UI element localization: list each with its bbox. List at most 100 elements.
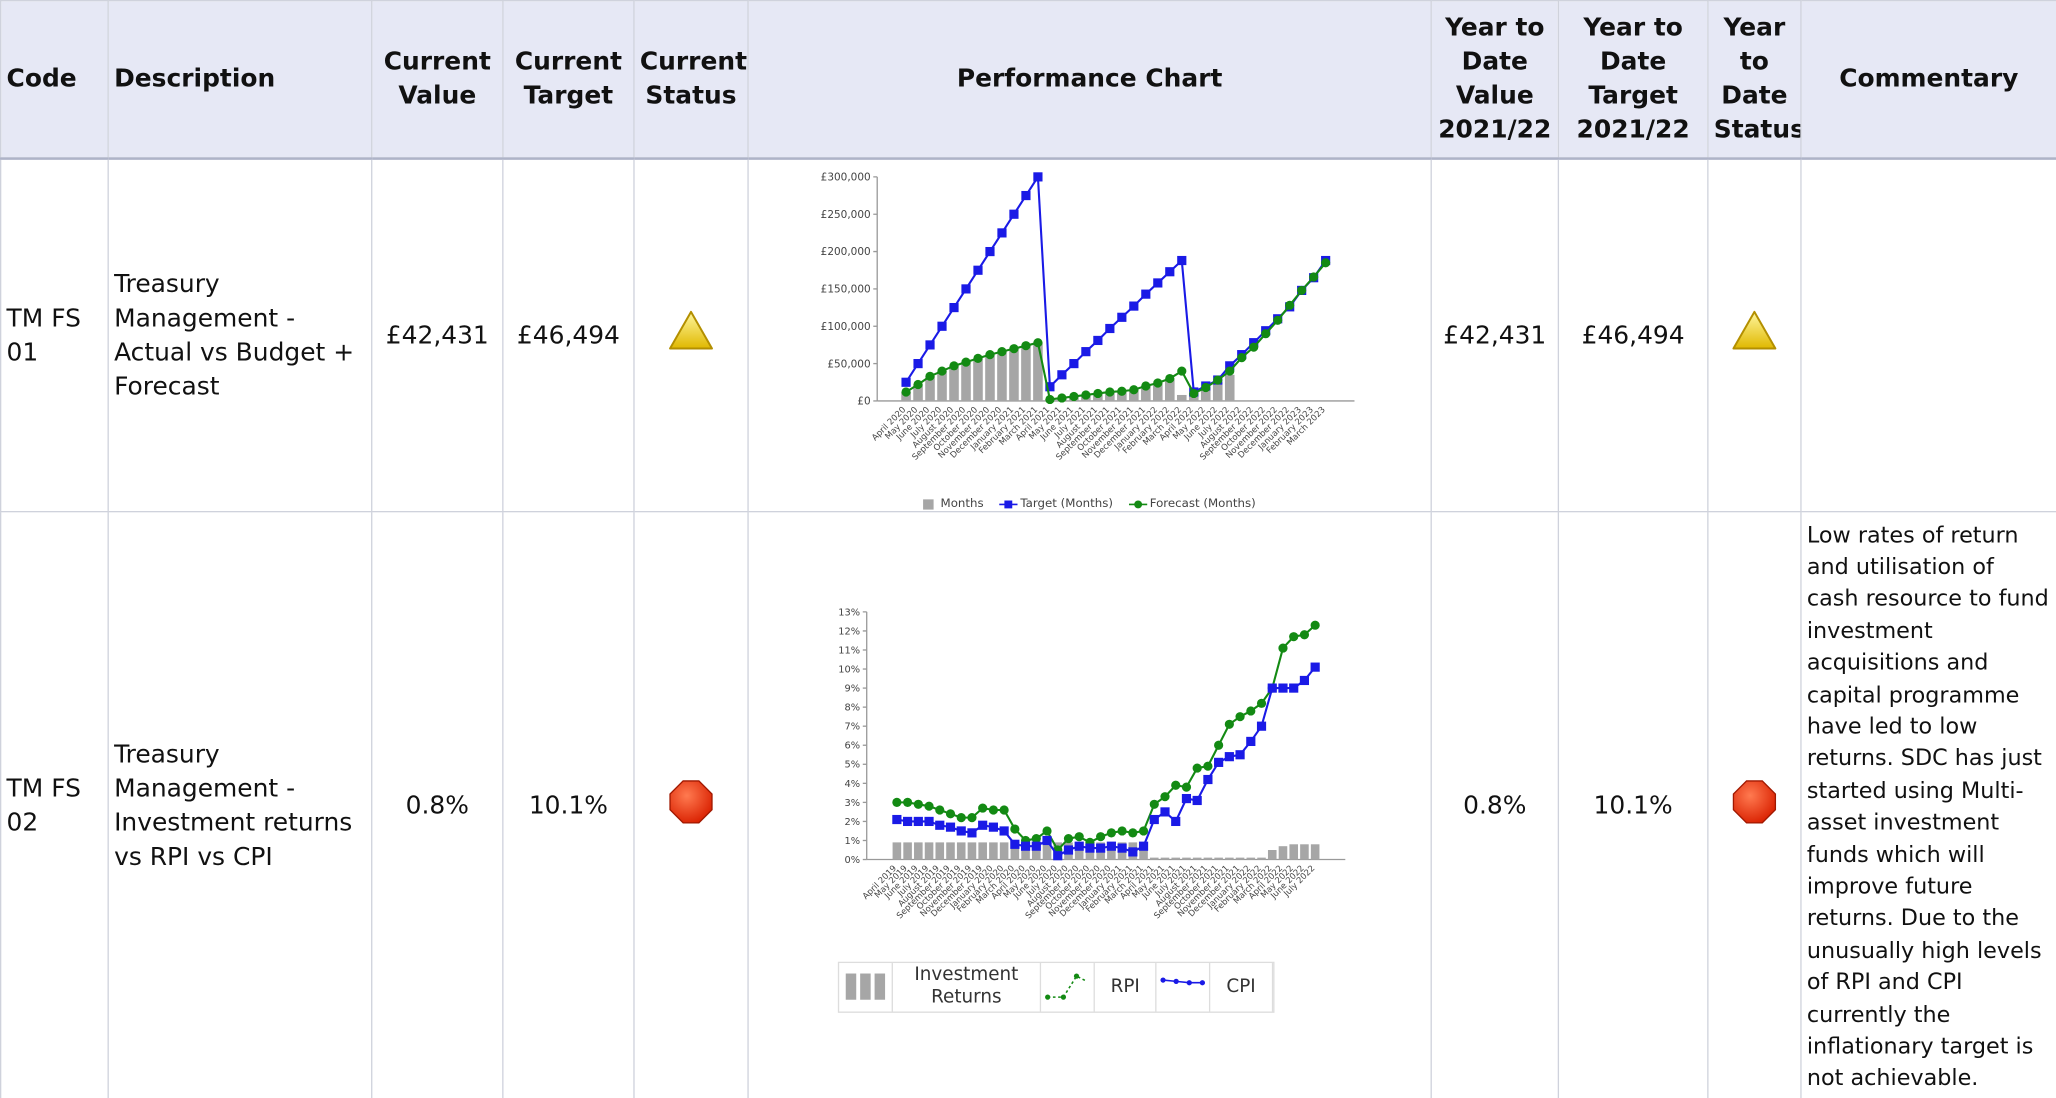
current-value: £42,431 bbox=[371, 157, 504, 512]
y-tick-label: 11% bbox=[838, 645, 860, 656]
header: Year to Date Status bbox=[1707, 0, 1802, 160]
bar bbox=[989, 841, 998, 859]
marker bbox=[1096, 842, 1106, 853]
marker bbox=[1031, 833, 1041, 843]
y-tick-label: 1% bbox=[845, 835, 861, 846]
marker bbox=[1249, 341, 1259, 352]
bar bbox=[1257, 856, 1266, 859]
bar bbox=[1300, 843, 1309, 859]
bar bbox=[1214, 856, 1223, 859]
chart-wrap: £0 £50,000 £100,000 £150,000 £200,000 £250,00… bbox=[749, 159, 1430, 511]
bar bbox=[892, 841, 902, 859]
marker bbox=[1105, 386, 1115, 396]
marker bbox=[1033, 337, 1043, 347]
marker bbox=[913, 816, 923, 826]
y-tick-label: 12% bbox=[838, 626, 860, 637]
bar bbox=[956, 841, 966, 859]
bar bbox=[1021, 841, 1030, 859]
y-tick-label: 3% bbox=[845, 797, 861, 808]
marker bbox=[978, 820, 988, 830]
marker bbox=[961, 283, 971, 293]
marker bbox=[1201, 382, 1211, 392]
row: TM FS 01 Treasury Management - Actual vs… bbox=[0, 157, 2056, 512]
header: Year to Date Target 2021/22 bbox=[1557, 0, 1709, 160]
marker bbox=[1021, 340, 1031, 350]
marker bbox=[1297, 285, 1307, 295]
marker bbox=[924, 800, 934, 811]
marker bbox=[967, 812, 977, 822]
bar bbox=[1160, 856, 1170, 859]
header: Commentary bbox=[1800, 0, 2056, 160]
warning-icon bbox=[1732, 310, 1777, 350]
y-tick-label: 2% bbox=[845, 816, 861, 827]
legend-label: Forecast (Months) bbox=[1149, 497, 1256, 511]
marker bbox=[1225, 360, 1235, 370]
y-tick-label: £300,000 bbox=[821, 171, 871, 183]
marker bbox=[913, 799, 923, 809]
marker bbox=[1106, 827, 1116, 837]
bar bbox=[1289, 843, 1298, 859]
bar bbox=[1107, 841, 1116, 859]
status-cell bbox=[1707, 510, 1802, 1098]
marker bbox=[925, 339, 935, 349]
marker bbox=[1256, 698, 1267, 708]
line bbox=[896, 623, 1316, 852]
marker bbox=[997, 227, 1007, 237]
bar bbox=[973, 357, 983, 401]
legend-icon bbox=[1041, 962, 1095, 1011]
y-tick-label: 7% bbox=[845, 721, 861, 732]
bar bbox=[1141, 385, 1151, 401]
marker bbox=[956, 812, 966, 822]
marker bbox=[1149, 814, 1159, 824]
y-tick-label: 6% bbox=[845, 740, 861, 751]
marker bbox=[1053, 850, 1063, 860]
swatch-bar bbox=[874, 973, 886, 1000]
marker bbox=[985, 349, 995, 359]
marker bbox=[1074, 831, 1084, 841]
marker bbox=[1117, 312, 1127, 322]
marker bbox=[1031, 840, 1041, 851]
marker bbox=[1117, 842, 1127, 853]
marker bbox=[1117, 385, 1127, 396]
legend-swatch bbox=[1045, 973, 1088, 1000]
legend-swatch bbox=[845, 973, 886, 1000]
marker bbox=[935, 804, 945, 814]
marker bbox=[1246, 705, 1256, 715]
bar bbox=[1165, 377, 1175, 401]
marker bbox=[1189, 388, 1199, 398]
marker bbox=[945, 821, 956, 832]
header: Current Status bbox=[633, 0, 749, 160]
legend-label: Target (Months) bbox=[1020, 497, 1114, 511]
chart: £0 £50,000 £100,000 £150,000 £200,000 £250,00… bbox=[821, 171, 1355, 462]
swatch-bar bbox=[860, 973, 871, 1000]
ytd-value: £42,431 bbox=[1430, 157, 1560, 512]
marker bbox=[1171, 779, 1181, 790]
y-tick-label: 8% bbox=[845, 702, 861, 713]
bar bbox=[1235, 856, 1245, 859]
line bbox=[896, 665, 1316, 857]
marker bbox=[1129, 300, 1139, 311]
marker bbox=[1165, 373, 1175, 383]
swatch-bar bbox=[845, 973, 857, 1000]
bar bbox=[1182, 856, 1191, 859]
header-row: Code Description Current Value Current T… bbox=[0, 0, 2056, 160]
bar bbox=[997, 350, 1007, 401]
ytd-target: £46,494 bbox=[1557, 157, 1709, 512]
bar bbox=[1117, 390, 1127, 401]
legend-item: Target (Months) bbox=[999, 487, 1118, 511]
status-cell bbox=[1707, 157, 1802, 512]
bar bbox=[925, 375, 935, 401]
bar bbox=[935, 841, 945, 859]
marker bbox=[1171, 816, 1181, 826]
marker bbox=[1225, 365, 1235, 375]
marker bbox=[892, 814, 902, 824]
bar bbox=[1267, 849, 1277, 859]
header: Year to Date Value 2021/22 bbox=[1430, 0, 1560, 160]
swatch-dot bbox=[1045, 994, 1051, 1000]
marker bbox=[1181, 781, 1192, 792]
legend-icon bbox=[839, 962, 893, 1011]
bar bbox=[1212, 381, 1223, 401]
marker bbox=[1309, 271, 1319, 281]
y-tick-label: £100,000 bbox=[821, 320, 871, 332]
marker bbox=[1093, 335, 1103, 345]
